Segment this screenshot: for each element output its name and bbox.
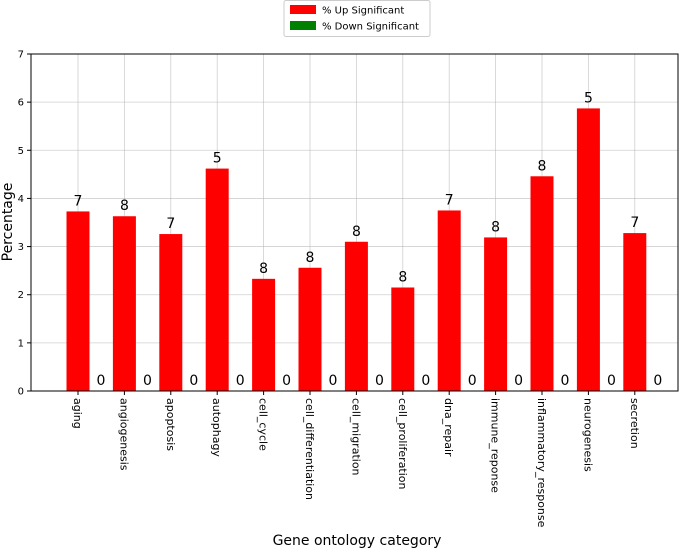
bar-label: 0: [143, 373, 152, 389]
bar-label: 0: [607, 373, 616, 389]
y-tick-label: 0: [18, 387, 24, 398]
bar-label: 7: [74, 193, 83, 209]
bar-label: 0: [375, 373, 384, 389]
bar-label: 7: [166, 216, 175, 232]
x-tick-label: cell_migration: [349, 398, 362, 476]
bar: [205, 168, 229, 391]
bar: [437, 210, 461, 391]
legend-label: % Up Significant: [322, 6, 404, 17]
y-tick-label: 5: [18, 146, 24, 157]
bar: [112, 216, 136, 391]
bar: [344, 241, 368, 391]
x-tick-label: cell_proliferation: [396, 398, 409, 490]
bar-label: 5: [213, 151, 222, 167]
bar: [298, 267, 322, 391]
bar: [391, 287, 415, 391]
bar-label: 8: [538, 158, 547, 174]
bar-label: 7: [630, 215, 639, 231]
bar-label: 0: [514, 373, 523, 389]
x-tick-label: cell_cycle: [257, 398, 270, 451]
bar: [252, 278, 276, 391]
y-tick-label: 4: [18, 194, 24, 205]
y-tick-label: 1: [18, 338, 24, 349]
bar-label: 0: [468, 373, 477, 389]
legend-box: [283, 0, 431, 37]
bar: [159, 234, 183, 391]
bar-label: 0: [561, 373, 570, 389]
plot-frame: [30, 53, 679, 392]
bar: [623, 233, 647, 391]
bar-label: 0: [97, 373, 106, 389]
x-tick-label: angiogenesis: [117, 398, 130, 471]
x-tick-label: immune_reponse: [489, 398, 502, 493]
legend-swatch: [290, 5, 316, 14]
x-tick-label: apoptosis: [164, 398, 177, 451]
y-axis-title: Percentage: [0, 183, 16, 262]
y-tick-label: 6: [18, 98, 24, 109]
bar-label: 0: [189, 373, 198, 389]
legend-swatch: [290, 21, 316, 30]
bar-label: 0: [653, 373, 662, 389]
bar-label: 8: [120, 198, 129, 214]
bar: [576, 108, 600, 391]
legend-label: % Down Significant: [322, 22, 419, 33]
x-tick-label: secretion: [628, 398, 641, 449]
bar-label: 8: [259, 261, 268, 277]
x-tick-label: cell_differentiation: [303, 398, 316, 500]
bar-label: 0: [421, 373, 430, 389]
bar-label: 0: [329, 373, 338, 389]
y-tick-label: 3: [18, 242, 24, 253]
bar: [484, 237, 508, 391]
bar-label: 5: [584, 90, 593, 106]
bar-label: 8: [306, 250, 315, 266]
bar-label: 0: [236, 373, 245, 389]
x-tick-label: inflammatory_response: [535, 398, 548, 528]
x-tick-label: neurogenesis: [581, 398, 594, 472]
bar: [66, 211, 90, 391]
y-tick-label: 2: [18, 290, 24, 301]
x-tick-label: dna_repair: [442, 398, 455, 457]
bar-label: 0: [282, 373, 291, 389]
x-tick-label: aging: [71, 398, 84, 429]
bar-label: 8: [352, 224, 361, 240]
x-tick-label: autophagy: [210, 398, 223, 457]
bar-label: 8: [491, 219, 500, 235]
x-axis-title: Gene ontology category: [273, 533, 442, 549]
bar: [530, 176, 554, 391]
y-tick-label: 7: [18, 50, 24, 61]
bar-label: 8: [398, 269, 407, 285]
bar-label: 7: [445, 192, 454, 208]
